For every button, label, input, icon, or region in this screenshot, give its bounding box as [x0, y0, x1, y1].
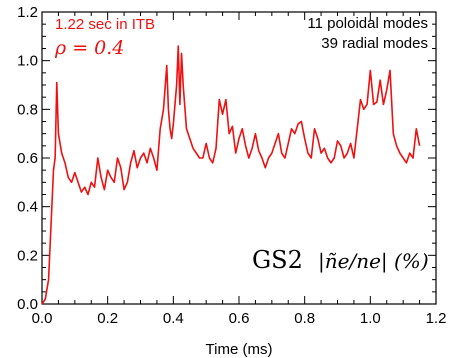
annotation-code: GS2	[252, 246, 303, 274]
x-tick-label: 0.2	[97, 310, 118, 327]
series-layer	[41, 45, 421, 305]
axis-tick-labels: 0.0 0.2 0.4 0.6 0.8 1.0 1.2 0.0 0.2 0.4 0.6 0.8 1.0 1…	[17, 4, 446, 327]
x-tick-label: 1.2	[426, 310, 447, 327]
axis-ticks	[41, 11, 437, 305]
y-tick-label: 1.2	[17, 4, 38, 21]
annotation-poloidal-modes: 11 poloidal modes	[307, 15, 428, 32]
x-tick-label: 1.0	[360, 310, 381, 327]
y-tick-label: 0.4	[17, 199, 38, 216]
annotation-radial-modes: 39 radial modes	[321, 35, 428, 52]
x-tick-label: 0.6	[229, 310, 250, 327]
x-axis-label: Time (ms)	[206, 341, 273, 358]
annotation-quantity: |ñe/ne| (%)	[318, 249, 429, 274]
x-tick-label: 0.0	[32, 310, 53, 327]
annotation-time: 1.22 sec in ITB	[55, 16, 155, 33]
annotation-rho: ρ = 0.4	[54, 37, 124, 59]
x-tick-label: 0.8	[294, 310, 315, 327]
y-tick-label: 0.6	[17, 150, 38, 167]
y-tick-label: 0.0	[17, 296, 38, 313]
y-tick-label: 0.2	[17, 247, 38, 264]
y-tick-label: 0.8	[17, 101, 38, 118]
y-tick-label: 1.0	[17, 53, 38, 70]
series-line-0	[41, 45, 421, 305]
x-tick-label: 0.4	[163, 310, 184, 327]
